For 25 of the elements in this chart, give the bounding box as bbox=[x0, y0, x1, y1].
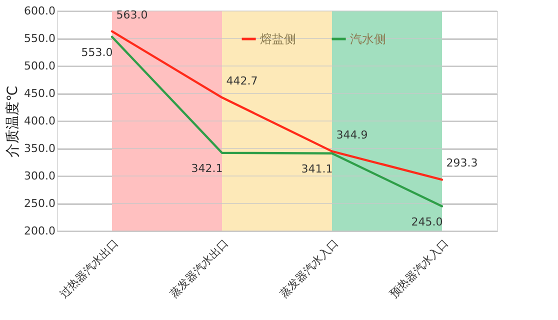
x-tick-label: 蒸发器汽水出口 bbox=[167, 236, 231, 300]
data-label: 344.9 bbox=[336, 128, 368, 142]
legend-label: 汽水侧 bbox=[350, 32, 386, 46]
y-tick-label: 250.0 bbox=[24, 197, 56, 210]
y-tick-label: 500.0 bbox=[24, 60, 56, 72]
y-tick-label: 300.0 bbox=[24, 170, 56, 182]
y-tick-label: 450.0 bbox=[24, 87, 56, 100]
y-tick-label: 350.0 bbox=[24, 142, 56, 155]
y-tick-label: 400.0 bbox=[24, 114, 56, 128]
x-tick-label: 预热器汽水入口 bbox=[387, 236, 451, 300]
data-label: 442.7 bbox=[226, 74, 258, 88]
x-tick-label: 过热器汽水出口 bbox=[57, 236, 121, 300]
x-tick-label: 蒸发器汽水入口 bbox=[277, 236, 341, 300]
y-axis-title: 介质温度℃ bbox=[5, 86, 22, 158]
data-label: 342.1 bbox=[191, 162, 223, 175]
y-tick-label: 200.0 bbox=[24, 224, 56, 238]
y-tick-label: 600.0 bbox=[24, 4, 56, 18]
line-series bbox=[110, 30, 444, 181]
y-tick-label: 550.0 bbox=[24, 32, 56, 45]
data-label: 293.3 bbox=[446, 156, 478, 170]
data-label: 341.1 bbox=[301, 162, 333, 176]
data-label: 245.0 bbox=[411, 215, 443, 228]
legend-label: 熔盐侧 bbox=[260, 32, 296, 46]
data-label: 553.0 bbox=[81, 46, 113, 59]
data-label: 563.0 bbox=[116, 8, 148, 22]
